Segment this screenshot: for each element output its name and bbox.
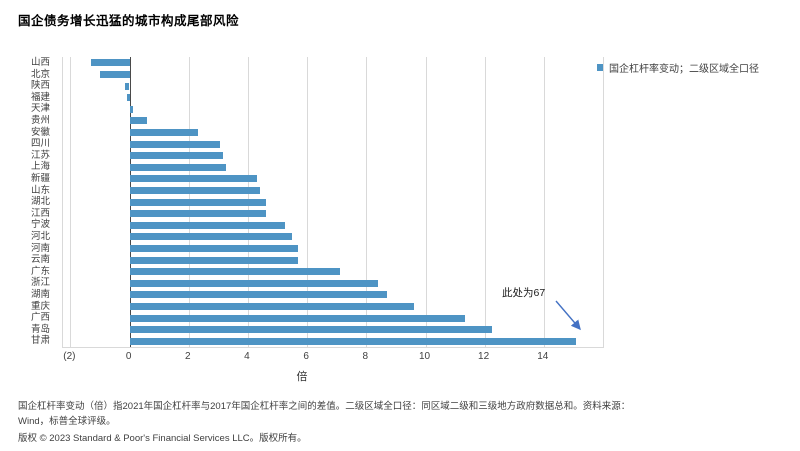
bar — [129, 152, 223, 160]
bar — [129, 314, 466, 322]
category-label: 江西 — [30, 207, 50, 219]
category-label: 天津 — [30, 103, 50, 115]
plot-area — [62, 57, 604, 348]
chart-title: 国企债务增长迅猛的城市构成尾部风险 — [18, 14, 240, 28]
y-axis-labels: 山西 北京 陕西 福建 天津 贵州 安徽 四川 江苏 上海 新疆 山东 湖北 江西 宁波 河北 河南 云南 广东 浙江… — [0, 57, 56, 347]
category-label: 新疆 — [30, 173, 50, 184]
bar — [129, 186, 260, 194]
category-label: 浙江 — [30, 277, 50, 289]
bar — [129, 244, 299, 252]
x-tick-label: 6 — [303, 351, 309, 362]
category-label: 山东 — [30, 184, 50, 196]
gridline — [307, 57, 309, 347]
category-label: 山西 — [30, 57, 50, 68]
bar — [91, 59, 130, 67]
legend-label: 国企杠杆率变动；二级区域全口径 — [609, 64, 759, 75]
bar — [129, 291, 387, 299]
bar — [129, 210, 266, 218]
x-tick-label: 4 — [244, 351, 250, 362]
bar — [129, 128, 198, 136]
gridline — [70, 57, 72, 347]
x-tick-label: 10 — [418, 351, 431, 362]
x-tick-label: 8 — [362, 351, 369, 362]
legend: 国企杠杆率变动；二级区域全口径 — [597, 60, 759, 75]
category-label: 河南 — [30, 242, 50, 254]
x-tick-label: 14 — [537, 351, 549, 362]
bar — [129, 163, 226, 171]
category-label: 上海 — [30, 161, 50, 173]
footnote-line1: 国企杠杆率变动（倍）指2021年国企杠杆率与2017年国企杠杆率之间的差值。二级… — [18, 401, 631, 412]
category-label: 宁波 — [30, 219, 50, 231]
x-axis-ticks: (2) 0 2 4 6 8 10 12 14 — [62, 351, 602, 365]
category-label: 河北 — [30, 231, 50, 242]
legend-swatch-icon — [597, 64, 604, 71]
footnote-line2: Wind，标普全球评级。 — [18, 416, 116, 427]
gridline — [425, 57, 427, 347]
bar — [129, 105, 133, 113]
gridline — [484, 57, 486, 347]
bar — [129, 175, 257, 183]
bar — [129, 279, 379, 287]
copyright-line: 版权 © 2023 Standard & Poor's Financial Se… — [18, 433, 307, 444]
category-label: 陕西 — [30, 80, 50, 92]
bar — [129, 302, 414, 310]
bar — [129, 326, 493, 334]
category-label: 重庆 — [30, 300, 50, 312]
category-label: 广西 — [30, 312, 50, 324]
annotation-arrow-icon — [555, 300, 581, 331]
gridline — [366, 57, 368, 347]
category-label: 湖北 — [30, 196, 50, 208]
category-label: 贵州 — [30, 115, 50, 126]
category-label: 福建 — [30, 91, 50, 103]
category-label: 安徽 — [30, 126, 50, 138]
bar — [129, 198, 266, 206]
category-label: 青岛 — [30, 323, 50, 335]
bar — [129, 233, 293, 241]
bar — [129, 221, 285, 229]
x-tick-label: 0 — [125, 351, 132, 362]
category-label: 湖南 — [30, 289, 50, 300]
bar — [126, 94, 130, 102]
category-label: 广东 — [30, 265, 50, 277]
annotation-text: 此处为67 — [502, 287, 546, 299]
bar — [129, 337, 577, 345]
category-label: 江苏 — [30, 149, 50, 161]
bar — [129, 140, 220, 148]
bar — [129, 256, 299, 264]
x-tick-label: 2 — [185, 351, 191, 362]
bar — [129, 268, 340, 276]
footnote: 国企杠杆率变动（倍）指2021年国企杠杆率与2017年国企杠杆率之间的差值。二级… — [18, 399, 790, 429]
x-tick-label: (2) — [63, 351, 76, 362]
x-axis-title: 倍 — [296, 371, 308, 383]
bar — [100, 70, 130, 78]
category-label: 北京 — [30, 68, 50, 80]
bar — [129, 117, 148, 125]
category-label: 四川 — [30, 138, 50, 150]
category-label: 甘肃 — [30, 335, 50, 347]
category-label: 云南 — [30, 254, 50, 266]
gridline — [543, 57, 545, 347]
x-tick-label: 12 — [478, 351, 490, 362]
bar — [125, 82, 130, 90]
